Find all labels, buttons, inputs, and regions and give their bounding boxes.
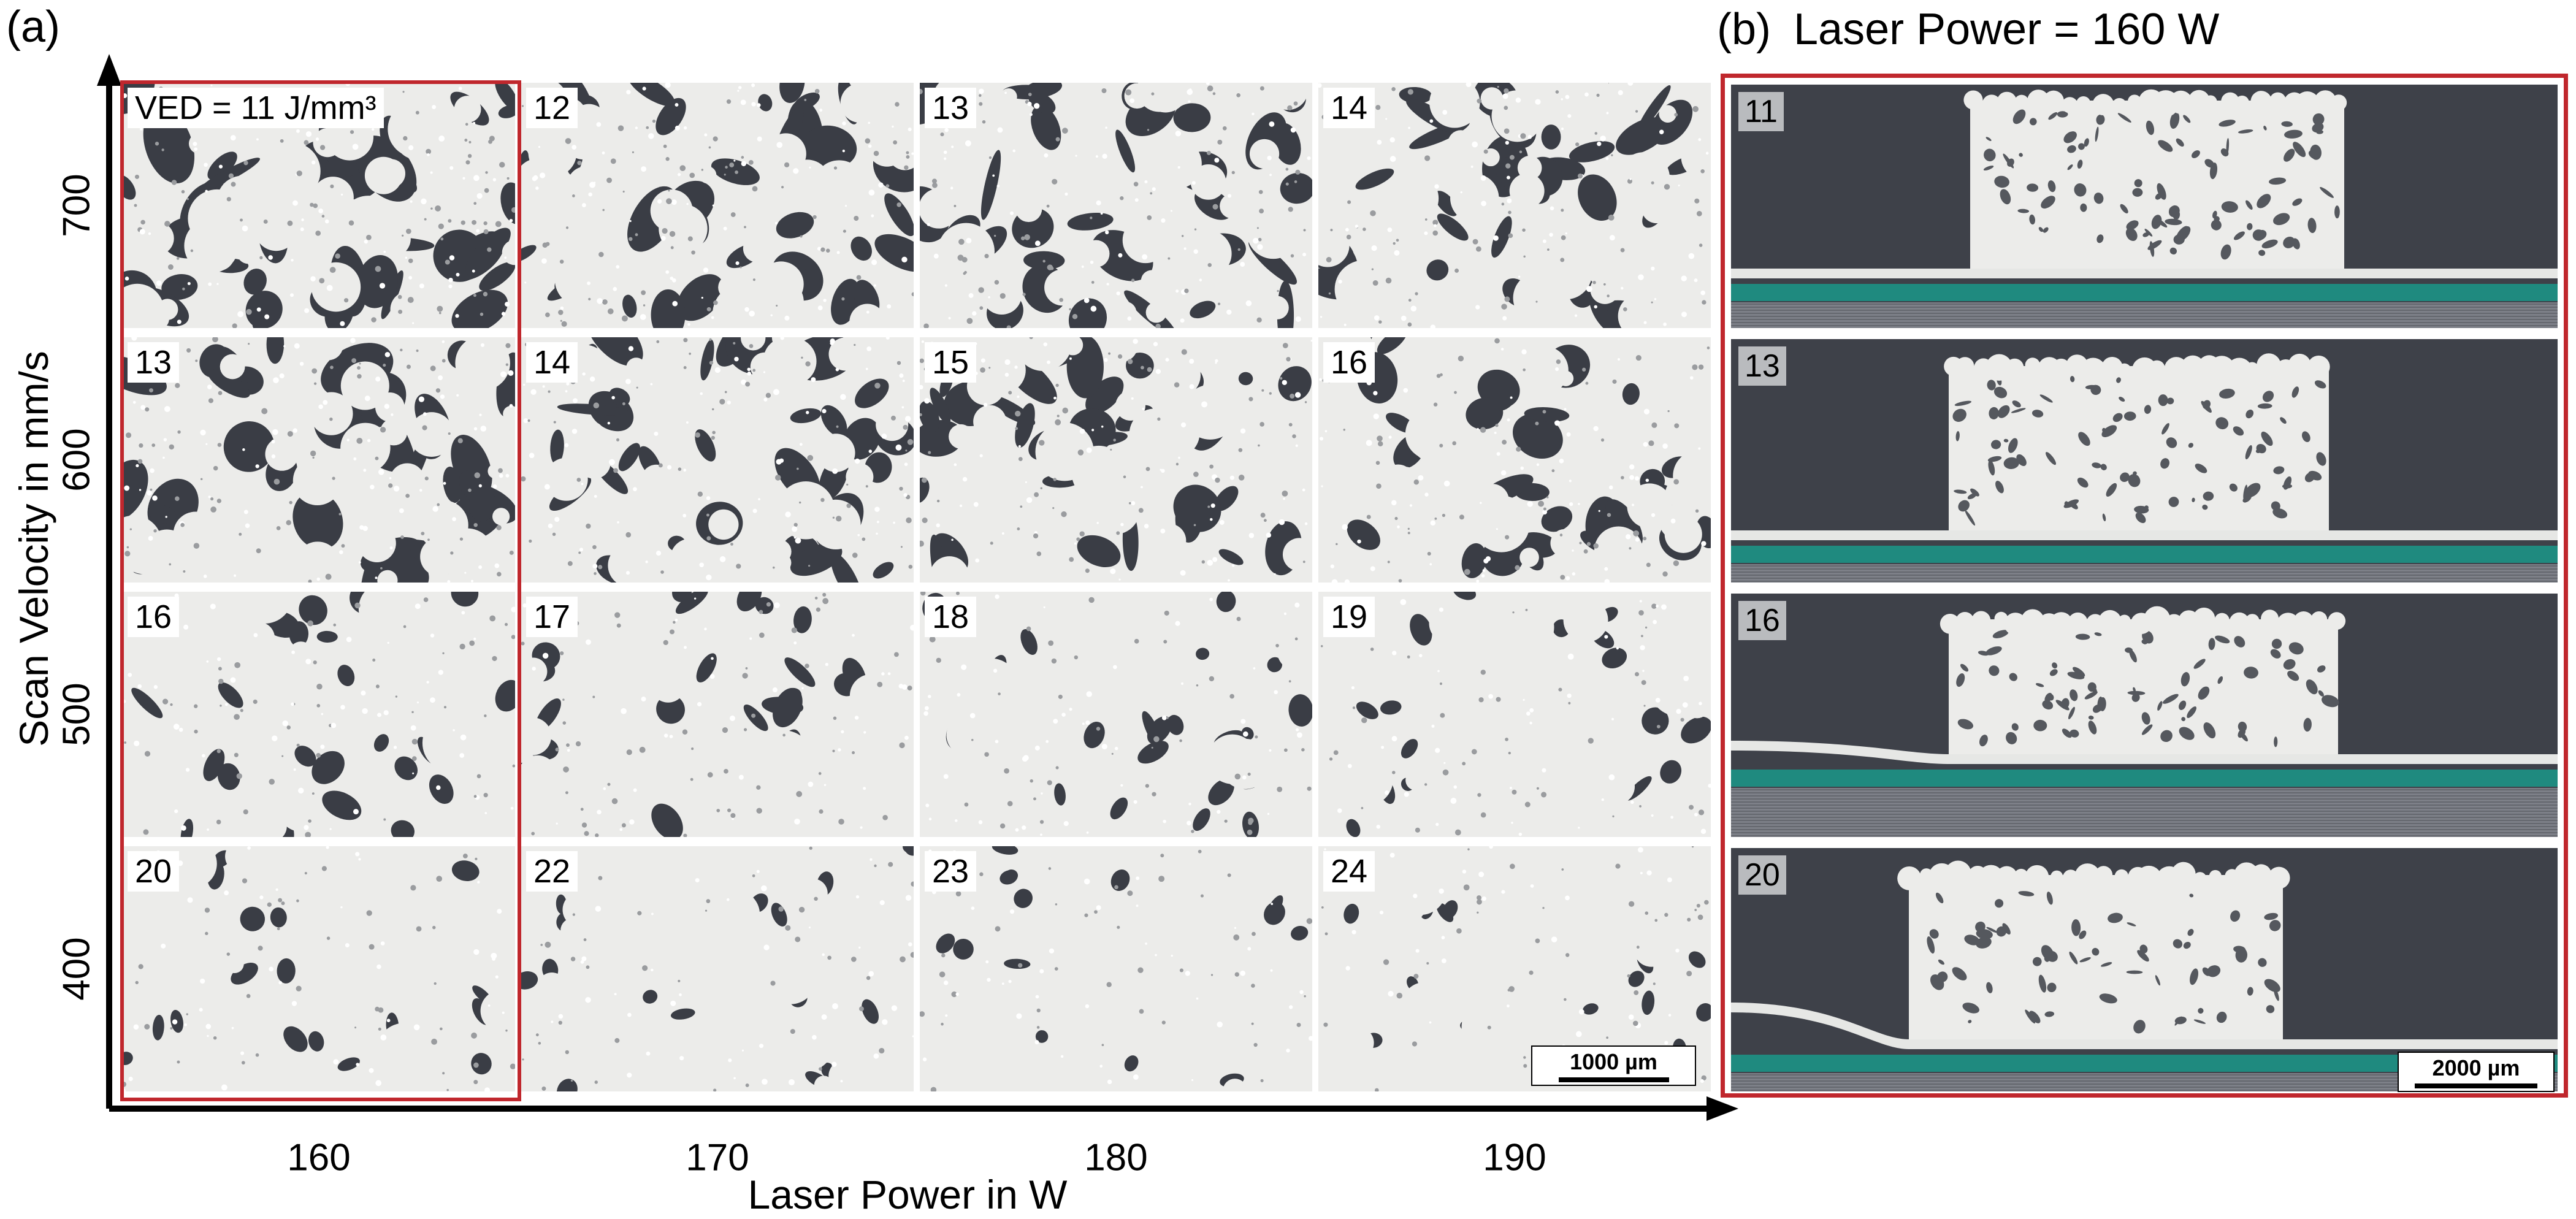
scale-bar-label: 1000 µm [1570,1049,1657,1074]
scale-bar-line [1558,1077,1669,1082]
ved-label: 14 [1323,88,1375,128]
ved-label: 14 [526,342,578,383]
micrograph-tile: 14 [1318,83,1711,328]
micrograph-tile: 16 [123,592,515,837]
panel-a-label: (a) [6,2,60,52]
x-tick-label: 170 [686,1136,749,1179]
ved-label: 18 [925,597,977,637]
cross-section-label: 16 [1738,601,1786,640]
scale-bar-a: 1000 µm [1531,1045,1696,1086]
micrograph-tile: VED = 11 J/mm³ [123,83,515,328]
ved-label: 13 [925,88,977,128]
scale-bar-line [2415,1083,2537,1088]
micrograph-tile: 17 [521,592,914,837]
scale-bar-label: 2000 µm [2432,1055,2520,1080]
micrograph-tile: 12 [521,83,914,328]
micrograph-tile: 13 [123,337,515,583]
cross-section: 20 [1731,848,2558,1091]
ved-label: 23 [925,851,977,892]
ved-label: 19 [1323,597,1375,637]
micrograph-tile: 15 [920,337,1312,583]
y-tick-label: 700 [55,174,98,237]
ved-label: 13 [128,342,180,383]
x-tick-label: 190 [1483,1136,1546,1179]
y-axis-arrow [97,54,121,86]
ved-label: 22 [526,851,578,892]
y-tick-label: 600 [55,428,98,492]
x-axis-arrow [1707,1096,1738,1121]
micrograph-tile: 16 [1318,337,1711,583]
x-axis-title: Laser Power in W [747,1172,1068,1217]
cross-section: 11 [1731,85,2558,328]
ved-label: 15 [925,342,977,383]
micrograph-tile: 19 [1318,592,1711,837]
cross-section-label: 11 [1738,92,1784,131]
micrograph-tile: 13 [920,83,1312,328]
highlight-column-frame [120,80,521,1101]
x-tick-label: 180 [1084,1136,1148,1179]
ved-label: VED = 11 J/mm³ [128,88,384,128]
x-tick-label: 160 [287,1136,351,1179]
ved-label: 20 [128,851,180,892]
panel-b-title: Laser Power = 160 W [1794,5,2220,54]
y-tick-label: 400 [55,937,98,1001]
micrograph-tile: 20 [123,846,515,1091]
ved-label: 17 [526,597,578,637]
panel-a-axes [97,54,1738,1121]
panel-b-label: (b) [1717,5,1771,54]
micrograph-tile: 23 [920,846,1312,1091]
ved-label: 16 [1323,342,1375,383]
micrograph-tile: 22 [521,846,914,1091]
micrograph-tile: 18 [920,592,1312,837]
cross-section: 13 [1731,339,2558,583]
micrograph-tile: 14 [521,337,914,583]
ved-label: 12 [526,88,578,128]
y-tick-label: 500 [55,682,98,746]
ved-label: 24 [1323,851,1375,892]
cross-section: 16 [1731,594,2558,837]
scale-bar-b: 2000 µm [2398,1052,2555,1092]
ved-label: 16 [128,597,180,637]
y-axis-title: Scan Velocity in mm/s [11,351,56,747]
cross-section-label: 13 [1738,346,1786,386]
cross-section-label: 20 [1738,855,1786,895]
